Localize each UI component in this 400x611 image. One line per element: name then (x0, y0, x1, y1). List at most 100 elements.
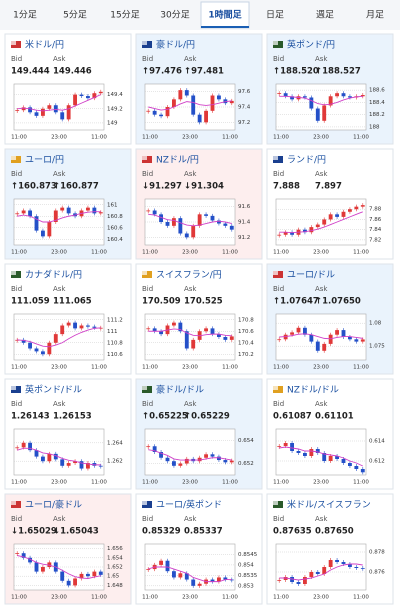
flag (11, 41, 16, 45)
candle (86, 207, 90, 211)
tab-label[interactable]: 1分足 (13, 10, 37, 21)
tab-label[interactable]: 日足 (266, 10, 284, 21)
candle (98, 212, 103, 214)
tab[interactable] (251, 2, 299, 28)
ask-label: Ask (184, 515, 197, 523)
candle (322, 219, 327, 225)
pair-name[interactable]: スイスフラン/円 (156, 270, 222, 281)
tab-label[interactable]: 15分足 (110, 10, 139, 21)
candle (191, 579, 196, 586)
candle (309, 449, 314, 456)
chart-frame (144, 313, 236, 361)
y-tick-label: 0.8535 (238, 573, 258, 579)
pair-name[interactable]: NZドル/円 (156, 155, 199, 166)
pair-name[interactable]: 米ドル/円 (25, 39, 64, 51)
pair-name[interactable]: 英ポンド/ドル (25, 384, 82, 396)
pair-name[interactable]: 米ドル/スイスフラン (287, 499, 371, 511)
candle (172, 461, 176, 466)
pair-name[interactable]: NZドル/ドル (287, 386, 339, 396)
ask-value: ↑160.877 (53, 182, 99, 192)
chart-frame (275, 83, 367, 131)
candle (296, 451, 301, 453)
candle (210, 215, 215, 221)
pair-name[interactable]: カナダドル/円 (25, 269, 82, 281)
tab[interactable] (301, 2, 349, 28)
time-label: 11:00 (353, 365, 369, 371)
candle (348, 564, 352, 567)
y-tick-label: 7.86 (369, 217, 382, 223)
candle (309, 97, 314, 109)
candle (60, 325, 65, 335)
tab-label[interactable]: 週足 (316, 10, 334, 21)
tab[interactable] (1, 2, 49, 28)
tab-label[interactable]: 30分足 (160, 10, 189, 21)
candle (184, 233, 189, 238)
pair-name[interactable]: ユーロ/円 (25, 155, 64, 166)
tab-label[interactable]: 5分足 (63, 10, 87, 21)
candle (197, 214, 202, 226)
ask-label: Ask (184, 55, 197, 63)
bid-value: 111.059 (11, 297, 50, 307)
tab-label[interactable]: 月足 (366, 10, 384, 21)
ask-value: 170.525 (184, 297, 223, 307)
pair-name[interactable]: 豪ドル/円 (156, 39, 195, 51)
time-label: 23:00 (182, 250, 198, 256)
candle (348, 463, 352, 466)
candle (53, 334, 58, 343)
candle (341, 330, 346, 337)
tab-label[interactable]: 1時間足 (208, 9, 242, 21)
candle (341, 459, 346, 463)
pair-name[interactable]: ランド/円 (287, 155, 326, 166)
y-tick-label: 0.876 (369, 570, 385, 576)
candle (341, 211, 346, 217)
y-tick-label: 110.6 (107, 352, 123, 358)
y-tick-label: 0.853 (238, 583, 254, 589)
candle (34, 562, 39, 572)
tab[interactable] (151, 2, 199, 28)
moving-average (279, 211, 363, 234)
y-tick-label: 1.654 (107, 555, 123, 561)
time-label: 11:00 (273, 135, 289, 141)
ask-label: Ask (53, 55, 66, 63)
flag (273, 41, 278, 45)
candle (146, 328, 151, 330)
pair-name[interactable]: ユーロ/英ポンド (156, 499, 222, 511)
tab[interactable] (51, 2, 99, 28)
pair-name[interactable]: ユーロ/豪ドル (25, 499, 82, 511)
time-label: 11:00 (353, 135, 369, 141)
time-label: 11:00 (273, 480, 289, 486)
candle (354, 206, 359, 210)
candle (315, 224, 320, 228)
time-label: 11:00 (222, 595, 238, 601)
y-tick-label: 1.652 (107, 565, 123, 571)
time-label: 11:00 (142, 250, 158, 256)
time-label: 23:00 (313, 595, 329, 601)
pair-name[interactable]: ユーロ/ドル (287, 271, 335, 281)
pair-name[interactable]: 豪ドル/ドル (156, 384, 204, 396)
candle (66, 322, 71, 326)
candle (34, 450, 39, 457)
candle (152, 328, 157, 332)
time-label: 11:00 (222, 250, 238, 256)
y-tick-label: 97.6 (238, 89, 251, 95)
flag (142, 156, 147, 160)
ask-label: Ask (184, 170, 197, 178)
tab[interactable] (200, 1, 250, 29)
candle (79, 461, 84, 469)
candle (335, 214, 339, 217)
candle (73, 461, 77, 464)
y-tick-label: 1.656 (107, 546, 123, 552)
candle (28, 210, 32, 217)
candle (328, 456, 333, 461)
candle (178, 218, 183, 234)
candle (315, 341, 320, 351)
candle (223, 460, 228, 463)
candle (322, 567, 327, 574)
candle (322, 453, 327, 461)
y-tick-label: 170.8 (238, 317, 254, 323)
tab[interactable] (101, 2, 149, 28)
pair-name[interactable]: 英ポンド/円 (287, 39, 335, 51)
bid-value: ↑0.65225 (142, 412, 188, 422)
tab[interactable] (351, 2, 399, 28)
flag (11, 271, 16, 275)
